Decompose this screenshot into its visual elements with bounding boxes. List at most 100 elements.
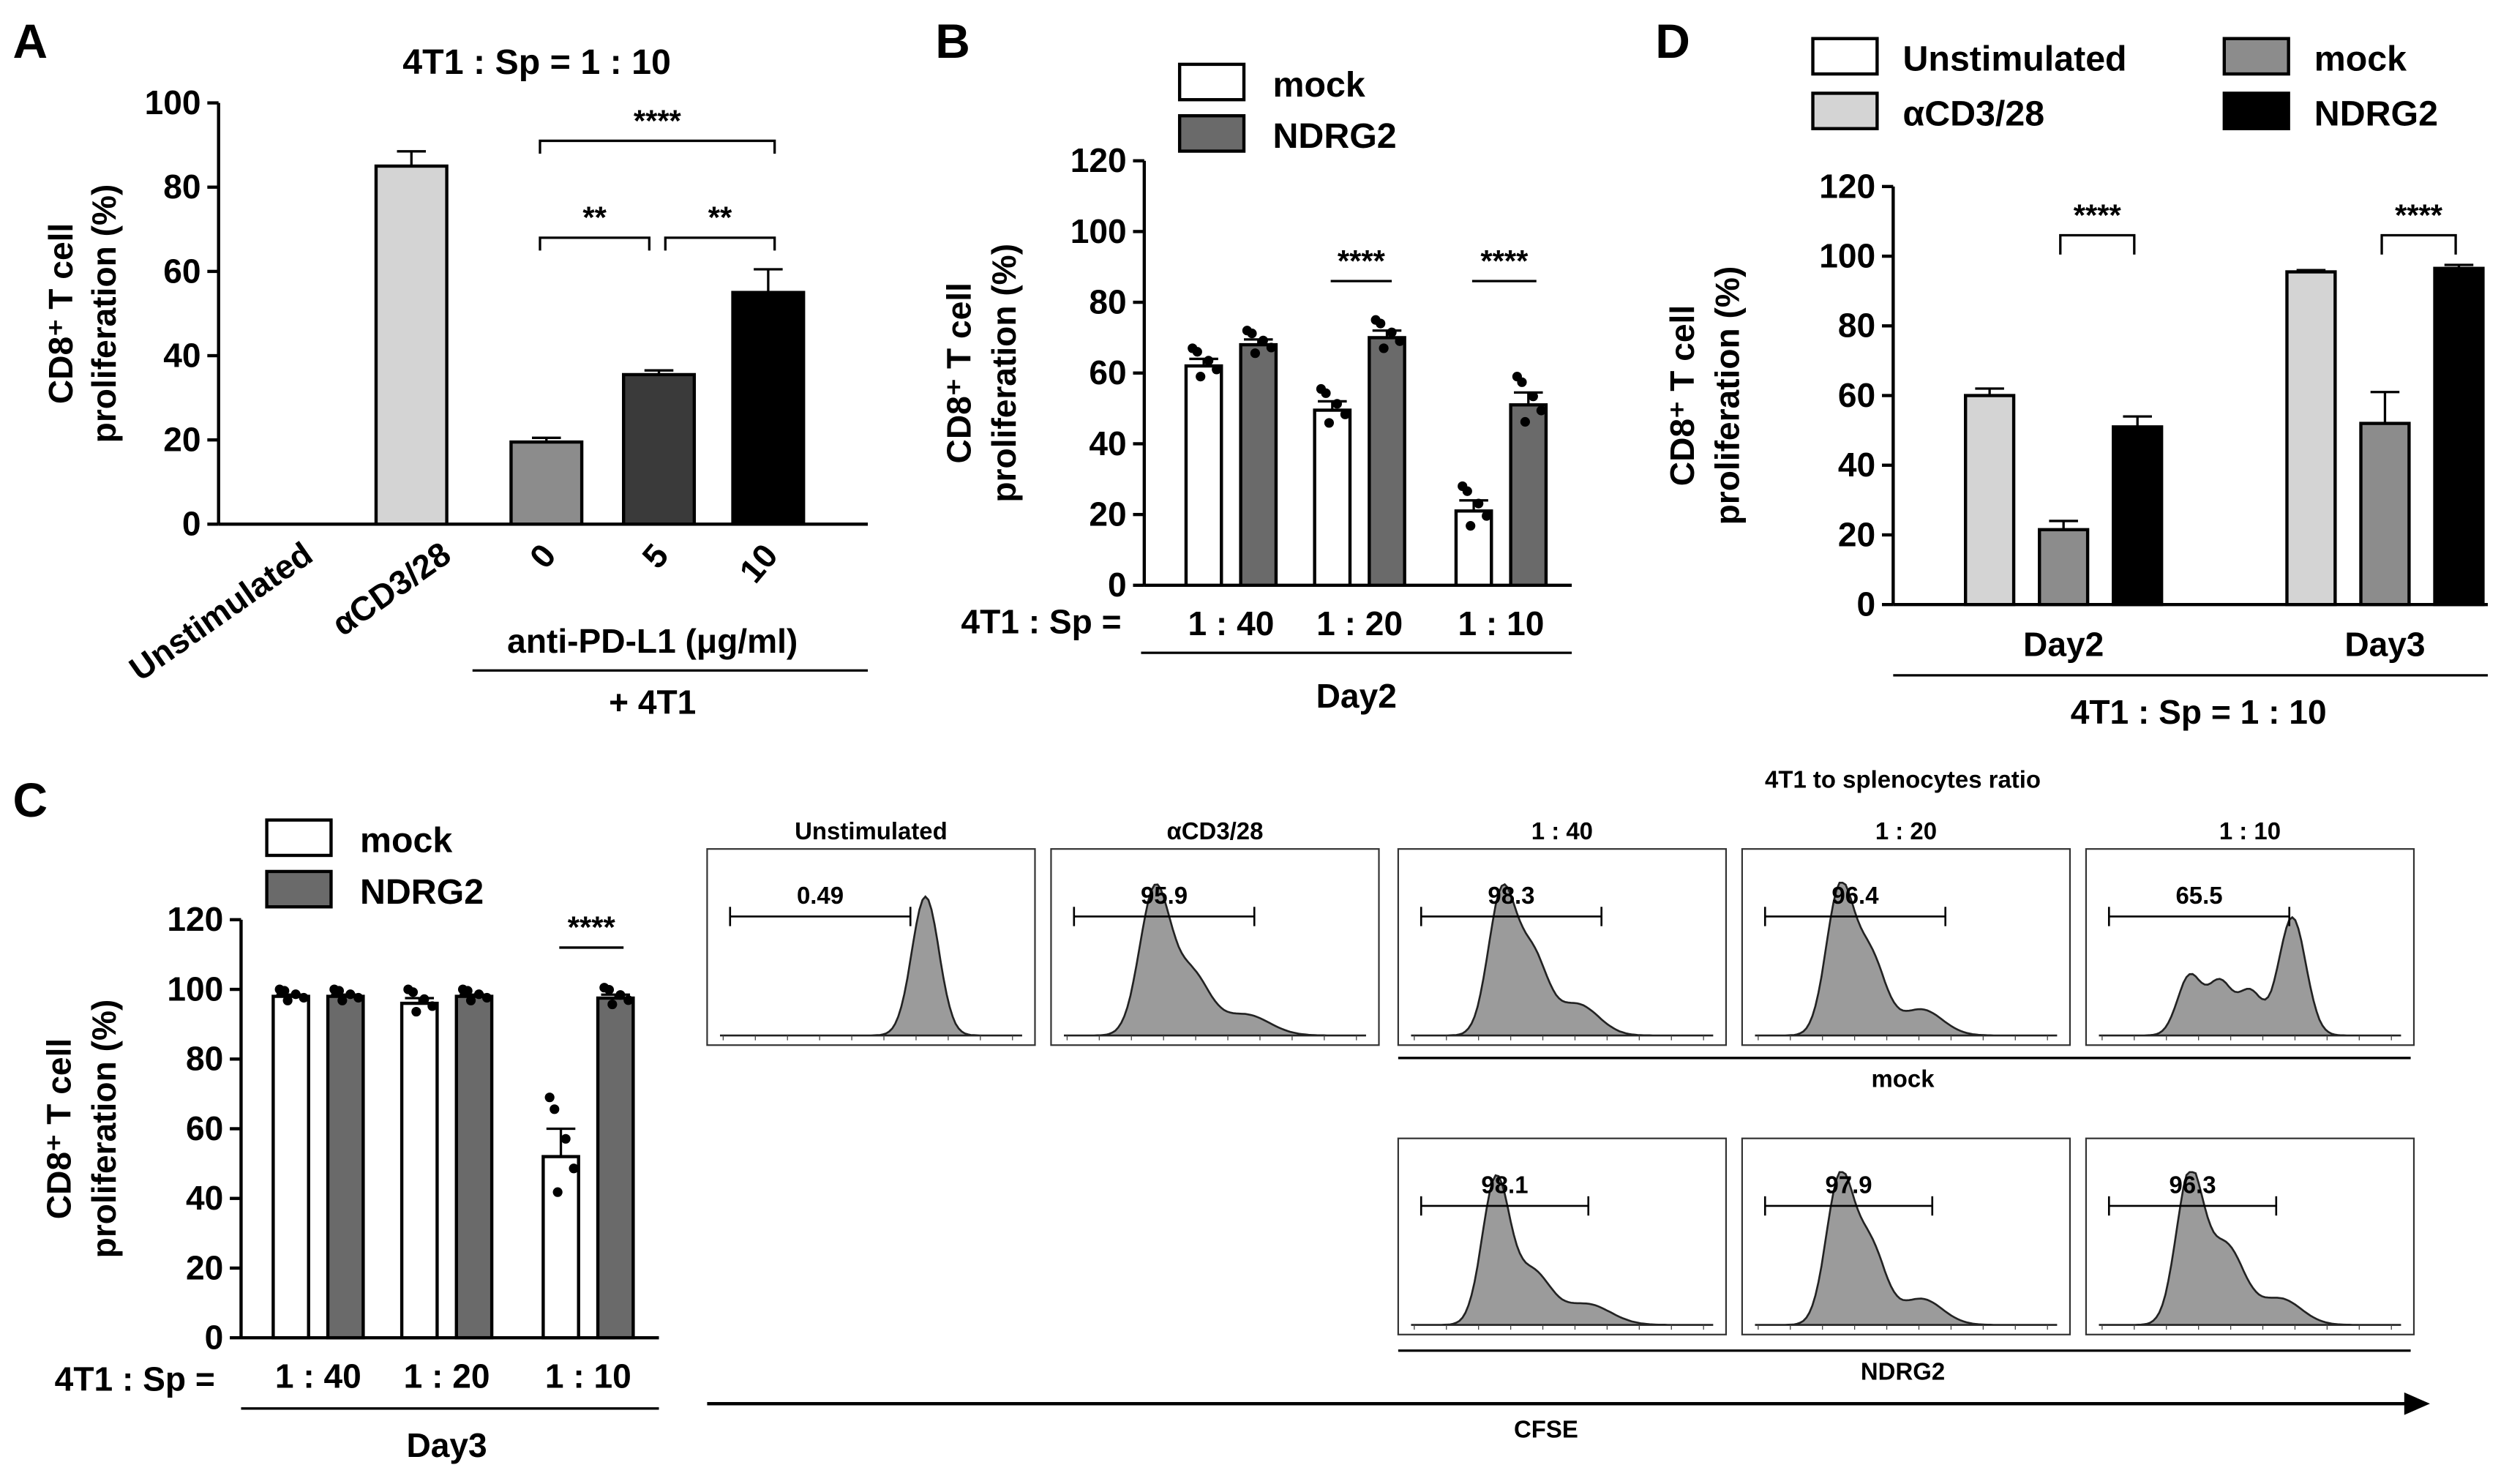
panel-c-ndrg2-bar-2-point-4 — [604, 984, 615, 995]
panel-b-xtick-label-1: 1 : 20 — [1316, 604, 1403, 642]
panel-a-ytick-label-0: 0 — [182, 505, 201, 543]
flow-mock-panel-0-histogram — [719, 895, 1022, 1037]
panel-b-sig-1-20-label: **** — [1338, 244, 1386, 278]
panel-b-group-label: Day2 — [1316, 677, 1397, 715]
panel-b-ndrg2-bar-2-point-4 — [1517, 377, 1527, 387]
panel-a-xtick-label-2: 0 — [522, 536, 563, 575]
flow-mock-panel-4-gate-value: 65.5 — [2175, 882, 2222, 909]
panel-b-ylabel-2: proliferation (%) — [985, 244, 1023, 503]
panel-d-series-1-bar-1 — [2359, 421, 2411, 607]
panel-d-ytick-label-2: 40 — [1838, 446, 1875, 484]
panel-d-legend-label-1: αCD3/28 — [1903, 94, 2045, 133]
panel-d-xtick-label-1: Day3 — [2344, 625, 2425, 663]
panel-a-xtick-label-3: 5 — [634, 536, 675, 575]
flow-panels: Unstimulated 0.49 αCD3/28 95.9 1 : 40 98.3 1 :… — [706, 817, 2415, 1335]
panel-c-ytick-label-2: 40 — [186, 1179, 223, 1217]
panel-b-chart: 0 20 40 60 80 100 120 1 : 40 1 : 20 1 : 10 mock NDR… — [1070, 62, 1572, 642]
panel-d-legend-label-3: NDRG2 — [2314, 94, 2438, 133]
panel-c-ytick-label-6: 120 — [167, 900, 223, 938]
panel-b-sig-1-10-label: **** — [1480, 244, 1529, 278]
panel-d-chart: 0 20 40 60 80 100 120 Day2 Day3 Unstimulated αCD3/… — [1811, 37, 2489, 664]
panel-b-mock-bar-2-point-2 — [1474, 498, 1484, 509]
panel-d-series-1-bar-0 — [2038, 528, 2090, 607]
panel-b-legend-swatch-0 — [1177, 62, 1246, 102]
panel-c-chart: 0 20 40 60 80 100 120 1 : 40 1 : 20 1 : 10 mock NDR… — [167, 818, 659, 1395]
panel-c-mock-bar-2-point-0 — [544, 1093, 555, 1103]
panel-b-mock-bar-2-point-3 — [1482, 511, 1492, 521]
panel-c-ndrg2-bar-1 — [454, 994, 494, 1340]
panel-a-sig-0-10 — [539, 139, 776, 154]
panel-d-legend-label-2: mock — [2314, 40, 2407, 79]
flow-ndrg2-label: NDRG2 — [1861, 1357, 1945, 1384]
panel-b-mock-bar-2-point-4 — [1462, 486, 1472, 496]
panel-d-series-0-bar-0 — [1964, 394, 2016, 607]
panel-b-ndrg2-bar-1 — [1368, 336, 1406, 588]
panel-d-legend-swatch-0 — [1811, 37, 1879, 76]
panel-c-ylabel-2: proliferation (%) — [85, 1000, 123, 1259]
flow-mock-panel-1-gate-value: 95.9 — [1141, 882, 1188, 909]
flow-ndrg2-panel-1-gate-value: 97.9 — [1825, 1171, 1872, 1198]
panel-b-mock-bar-0-point-3 — [1212, 364, 1222, 375]
panel-a-sig-5-10-label: ** — [708, 201, 732, 235]
panel-c-legend-swatch-1 — [265, 869, 333, 909]
panel-d-ylabel-2: proliferation (%) — [1709, 266, 1747, 525]
panel-a-sig-0-10-label: **** — [634, 103, 682, 138]
panel-b-ndrg2-bar-0-point-4 — [1247, 329, 1257, 339]
panel-d-legend-swatch-3 — [2222, 91, 2290, 130]
panel-a-bar-3 — [622, 372, 697, 526]
panel-letter-a: A — [13, 14, 48, 68]
panel-c-mock-bar-1 — [400, 1001, 439, 1340]
panel-b-ndrg2-bar-2-point-3 — [1536, 405, 1546, 416]
panel-c-ndrg2-bar-0 — [326, 994, 365, 1340]
panel-b-ratio-label: 4T1 : Sp = — [961, 603, 1121, 641]
panel-d-group-label: 4T1 : Sp = 1 : 10 — [2071, 693, 2327, 731]
panel-c-ytick-label-1: 20 — [186, 1248, 223, 1286]
panel-c-mock-bar-2 — [541, 1155, 580, 1340]
panel-d-legend-swatch-2 — [2222, 37, 2290, 76]
panel-c-mock-bar-1-point-2 — [419, 994, 430, 1004]
panel-d-sig-day2 — [2059, 233, 2136, 255]
flow-mock-panel-2-histogram — [1411, 882, 1714, 1037]
panel-c-ndrg2-bar-2-point-3 — [623, 995, 634, 1005]
flow-mock-panel-3-gate-value: 96.4 — [1831, 882, 1879, 909]
panel-c-ytick-label-4: 80 — [186, 1040, 223, 1078]
panel-d-xtick-label-0: Day2 — [2023, 625, 2104, 663]
panel-b-mock-bar-1-point-4 — [1321, 388, 1331, 398]
flow-mock-panel-2-gate-value: 98.3 — [1488, 882, 1534, 909]
flow-mock-panel-3-histogram — [1755, 881, 2058, 1037]
panel-a-xtick-label-4: 10 — [732, 536, 785, 590]
panel-d-ytick-label-3: 60 — [1838, 376, 1875, 414]
panel-d-ytick-label-0: 0 — [1857, 585, 1876, 623]
panel-b-ndrg2-bar-0-point-2 — [1258, 335, 1268, 345]
panel-c-ratio-label: 4T1 : Sp = — [55, 1360, 215, 1398]
flow-column-title-1: αCD3/28 — [1167, 817, 1264, 844]
panel-c-ndrg2-bar-2-point-2 — [615, 990, 626, 1000]
panel-c-mock-bar-0-point-4 — [280, 986, 290, 996]
flow-ndrg2-panel-1-histogram — [1755, 1171, 2058, 1326]
flow-ndrg2-panel-2-gate-value: 96.3 — [2170, 1171, 2216, 1198]
panel-c-mock-bar-2-point-4 — [550, 1104, 560, 1114]
panel-d-series-2-bar-1 — [2433, 266, 2485, 607]
panel-d-ytick-label-5: 100 — [1819, 236, 1875, 274]
panel-d-ytick-label-1: 20 — [1838, 515, 1875, 553]
panel-c-mock-bar-1-point-4 — [408, 987, 419, 997]
panel-c-legend-label-0: mock — [360, 821, 452, 861]
panel-a-group-label: anti-PD-L1 (μg/ml) — [507, 622, 798, 660]
panel-d-sig-day3 — [2380, 233, 2457, 255]
panel-c-mock-bar-0-point-1 — [282, 995, 293, 1005]
panel-b-ndrg2-bar-1-point-2 — [1387, 327, 1397, 337]
panel-b-ndrg2-bar-1-point-4 — [1376, 318, 1386, 329]
panel-a-ytick-label-2: 40 — [163, 336, 200, 374]
panel-b-xtick-label-0: 1 : 40 — [1188, 604, 1274, 642]
panel-letter-b: B — [935, 14, 970, 68]
panel-d-sig-day3-label: **** — [2395, 198, 2443, 232]
panel-c-ndrg2-bar-0-point-1 — [337, 995, 348, 1005]
panel-b-ndrg2-bar-0-point-3 — [1266, 342, 1276, 353]
panel-b-ndrg2-bar-1-point-3 — [1395, 336, 1405, 346]
panel-c-mock-bar-1-point-1 — [411, 1006, 421, 1017]
panel-c-xtick-label-2: 1 : 10 — [545, 1357, 631, 1395]
panel-a-bar-1 — [374, 164, 449, 526]
flow-mock-panel-0-frame — [706, 848, 1036, 1046]
panel-a-group-label2: + 4T1 — [609, 683, 696, 722]
